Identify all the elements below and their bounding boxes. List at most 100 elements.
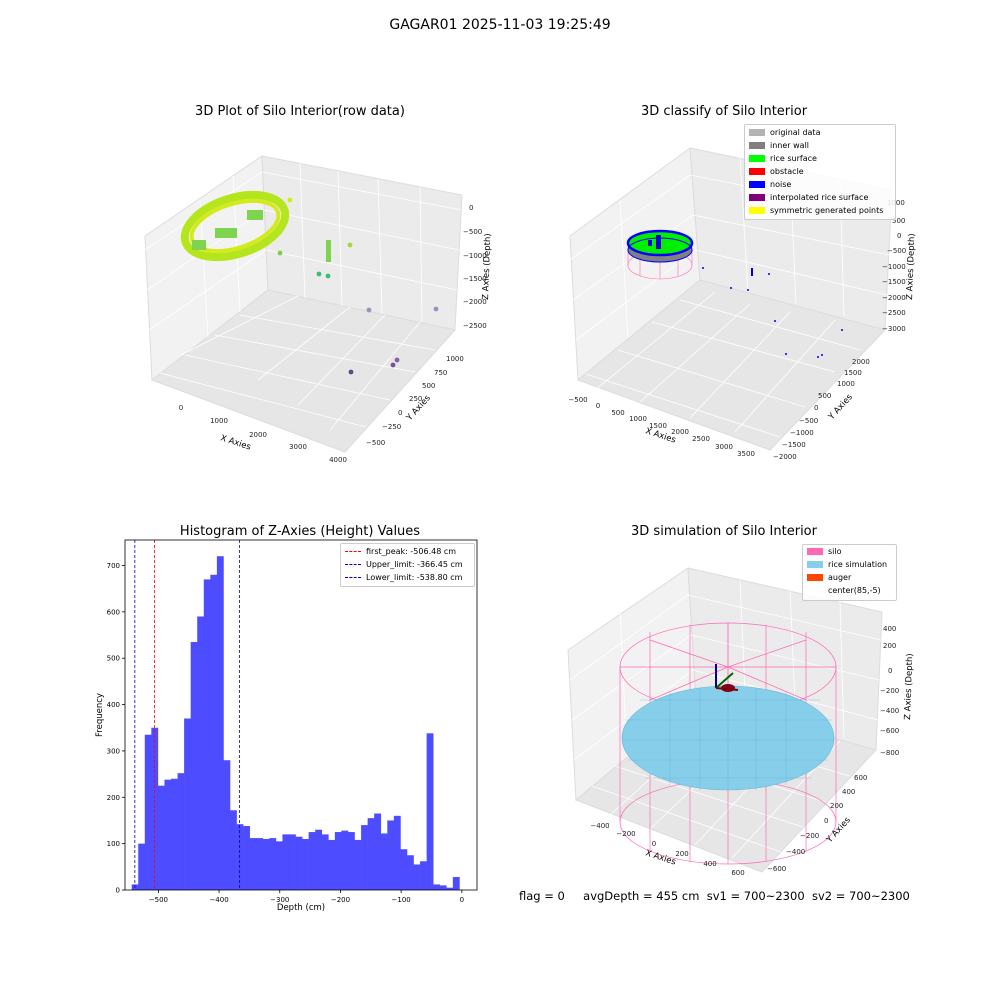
histogram-bar <box>197 616 205 890</box>
legend-swatch <box>345 577 361 578</box>
p2-ztick: −1500 <box>882 278 906 286</box>
p2-xtick: 1000 <box>629 415 647 423</box>
legend-item: symmetric generated points <box>745 204 895 217</box>
histogram-bar <box>223 760 231 890</box>
p4-ytick: 600 <box>854 774 867 782</box>
p1-ytick: 500 <box>422 382 435 390</box>
p4-ztick: 200 <box>883 642 896 650</box>
p2-ztick: 0 <box>897 232 901 240</box>
legend-swatch <box>345 551 361 552</box>
legend-swatch <box>749 181 765 188</box>
histogram-ytick-label: 500 <box>107 655 120 663</box>
histogram-bar <box>328 839 336 890</box>
p4-ytick: −400 <box>786 848 805 856</box>
p2-xtick: 500 <box>611 409 624 417</box>
p2-xtick: 3000 <box>715 443 733 451</box>
histogram-bar <box>184 718 191 890</box>
p4-zlabel: Z Axies (Depth) <box>903 653 915 720</box>
p1-xtick: 0 <box>179 404 183 412</box>
p4-ytick: 0 <box>824 817 828 825</box>
legend-label: auger <box>828 573 852 582</box>
sv1-text: sv1 = 700~2300 <box>706 889 805 903</box>
histogram-bar <box>374 813 382 890</box>
histogram-bar <box>144 734 152 890</box>
legend-item: interpolated rice surface <box>745 191 895 204</box>
histogram-bar <box>151 727 159 890</box>
p2-ytick: −1500 <box>782 441 806 449</box>
p4-xtick: 200 <box>675 850 688 858</box>
p4-ytick: 200 <box>830 802 843 810</box>
histogram-bar <box>400 849 408 890</box>
legend-label: Lower_limit: -538.80 cm <box>366 573 463 582</box>
p2-xtick: 2500 <box>692 435 710 443</box>
legend-item: obstacle <box>745 165 895 178</box>
histogram-bar <box>243 826 250 890</box>
histogram-bar <box>334 832 342 890</box>
legend-item: Lower_limit: -538.80 cm <box>341 571 474 584</box>
p2-xtick: 2000 <box>671 428 689 436</box>
p1-xtick: 2000 <box>249 431 267 439</box>
panel2-3d-plot: −500 0 500 1000 1500 2000 2500 3000 3500… <box>568 147 917 461</box>
legend-item: inner wall <box>745 139 895 152</box>
legend-swatch <box>749 194 765 201</box>
histogram-ytick-label: 200 <box>107 794 120 802</box>
histogram-ylabel: Frequency <box>95 693 105 737</box>
p1-xtick: 3000 <box>289 443 307 451</box>
histogram-xtick-label: −300 <box>270 896 289 904</box>
legend-item: first_peak: -506.48 cm <box>341 545 474 558</box>
legend-item: silo <box>803 545 896 558</box>
histogram-ytick-label: 300 <box>107 747 120 755</box>
p1-xtick: 4000 <box>329 456 347 464</box>
p4-ztick: 0 <box>888 667 892 675</box>
legend-label: silo <box>828 547 842 556</box>
legend-label: interpolated rice surface <box>770 193 869 202</box>
histogram-bar <box>413 864 421 890</box>
legend-swatch <box>807 587 823 594</box>
legend-label: original data <box>770 128 821 137</box>
histogram-bar <box>315 829 323 890</box>
legend-swatch <box>749 207 765 214</box>
histogram-bar <box>302 839 309 890</box>
sv2-text: sv2 = 700~2300 <box>811 889 910 903</box>
histogram-bar <box>367 818 375 890</box>
p2-ztick: −3000 <box>882 325 906 333</box>
p2-zlabel: Z Axies (Depth) <box>905 233 917 300</box>
p4-xtick: 400 <box>703 860 716 868</box>
p1-ytick: 1000 <box>446 355 464 363</box>
p4-ztick: −600 <box>880 727 899 735</box>
histogram-bar <box>420 861 427 890</box>
p1-ytick: −500 <box>366 439 385 447</box>
legend-label: rice simulation <box>828 560 888 569</box>
panel4-title: 3D simulation of Silo Interior <box>631 524 817 539</box>
p1-ztick: −2500 <box>463 322 487 330</box>
panel3-title: Histogram of Z-Axies (Height) Values <box>179 524 421 539</box>
histogram-frame <box>124 539 478 891</box>
p2-ytick: −2000 <box>773 453 797 461</box>
histogram-xlabel: Depth (cm) <box>277 903 325 913</box>
flag-text: flag = 0 <box>519 889 565 903</box>
legend-label: first_peak: -506.48 cm <box>366 547 457 556</box>
histogram-bar <box>249 838 257 890</box>
p4-ztick: −800 <box>880 749 899 757</box>
p1-ytick: 250 <box>409 395 422 403</box>
legend-label: inner wall <box>770 141 810 150</box>
p4-xtick: 600 <box>731 869 744 877</box>
panel1-3d-plot: 0 1000 2000 3000 4000 −500 −250 0 250 50… <box>144 155 493 464</box>
histogram-bar <box>288 834 296 890</box>
histogram-bar <box>216 556 224 890</box>
legend-swatch <box>807 548 823 555</box>
histogram-bar <box>275 841 283 890</box>
histogram-bar <box>282 834 290 890</box>
histogram-bar <box>256 838 264 890</box>
histogram-bar <box>354 839 362 890</box>
histogram-bar <box>157 785 165 890</box>
legend-label: symmetric generated points <box>770 206 884 215</box>
histogram-bar <box>380 833 388 890</box>
panel2-legend: original data inner wall rice surface obsta… <box>744 124 896 220</box>
p2-xtick: −500 <box>568 396 587 404</box>
legend-swatch <box>749 142 765 149</box>
p2-xtick: 3500 <box>737 450 755 458</box>
histogram-bar <box>433 884 441 890</box>
p4-ytick: 400 <box>842 788 855 796</box>
p1-ytick: −250 <box>382 423 401 431</box>
